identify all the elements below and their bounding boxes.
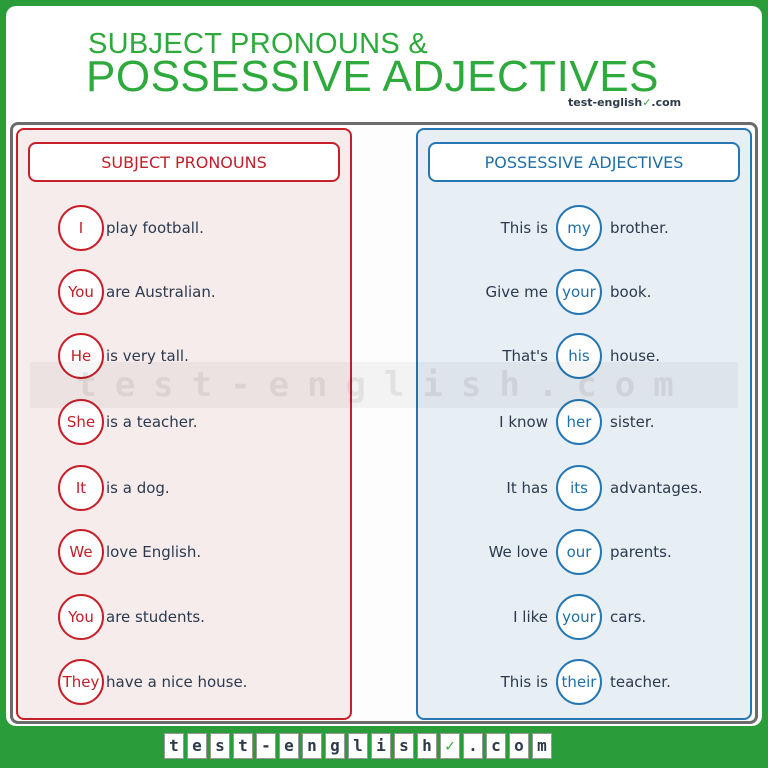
subject-pronoun-row: You are students. — [58, 594, 205, 640]
footer-letter-tile: m — [532, 733, 552, 759]
sentence-rest: are students. — [106, 608, 205, 626]
sentence-after: brother. — [610, 219, 669, 237]
sentence-after: teacher. — [610, 673, 671, 691]
sentence-before: This is — [500, 219, 548, 237]
footer-letter-tile: l — [348, 733, 368, 759]
sentence-before: It has — [506, 479, 548, 497]
possessive-adjective-row: This is my brother. — [424, 205, 669, 251]
brand-small-text: test-english — [568, 96, 643, 109]
footer-brand: t e s t - e n g l i s h ✓. c o m — [164, 733, 552, 759]
pronoun-circle: It — [58, 465, 104, 511]
possessive-adjective-row: This is their teacher. — [424, 659, 671, 705]
sentence-after: house. — [610, 347, 661, 365]
possessive-adjective-row: Give me your book. — [424, 269, 652, 315]
footer-letter-tile: o — [509, 733, 529, 759]
pronoun-circle: She — [58, 399, 104, 445]
title-line-1: SUBJECT PRONOUNS & — [88, 28, 429, 60]
footer-letter-tile: s — [394, 733, 414, 759]
footer-letter-tile: e — [187, 733, 207, 759]
pronoun-circle: We — [58, 529, 104, 575]
possessive-circle: our — [556, 529, 602, 575]
footer-letter-tile: i — [371, 733, 391, 759]
possessive-circle: my — [556, 205, 602, 251]
subject-pronoun-row: They have a nice house. — [58, 659, 248, 705]
sentence-after: cars. — [610, 608, 647, 626]
footer-letter-tile: . — [463, 733, 483, 759]
watermark: test-english.com — [30, 362, 738, 408]
footer-letter-tile: h — [417, 733, 437, 759]
sentence-rest: is a dog. — [106, 479, 170, 497]
sentence-before: I like — [513, 608, 548, 626]
sentence-after: sister. — [610, 413, 655, 431]
sentence-after: book. — [610, 283, 652, 301]
sentence-after: advantages. — [610, 479, 703, 497]
sentence-rest: love English. — [106, 543, 202, 561]
brand-small-suffix: .com — [651, 96, 682, 109]
pronoun-circle: I — [58, 205, 104, 251]
footer-letter-tile: t — [164, 733, 184, 759]
sentence-rest: have a nice house. — [106, 673, 248, 691]
possessive-adjective-row: That's his house. — [424, 333, 661, 379]
footer-letter-tile: t — [233, 733, 253, 759]
possessive-circle: her — [556, 399, 602, 445]
title-line-2: POSSESSIVE ADJECTIVES — [86, 52, 659, 101]
subject-pronoun-row: We love English. — [58, 529, 202, 575]
footer-letter-tile: n — [302, 733, 322, 759]
footer-letter-tile: g — [325, 733, 345, 759]
pronoun-circle: You — [58, 269, 104, 315]
sentence-before: That's — [502, 347, 548, 365]
pronoun-circle: You — [58, 594, 104, 640]
sentence-before: Give me — [485, 283, 548, 301]
possessive-circle: your — [556, 594, 602, 640]
possessive-adjective-row: It has its advantages. — [424, 465, 703, 511]
possessive-circle: their — [556, 659, 602, 705]
possessive-circle: your — [556, 269, 602, 315]
sentence-rest: play football. — [106, 219, 204, 237]
subject-pronoun-row: You are Australian. — [58, 269, 216, 315]
possessive-circle: his — [556, 333, 602, 379]
possessive-adjective-row: I like your cars. — [424, 594, 647, 640]
footer-letter-tile: s — [210, 733, 230, 759]
subject-pronouns-heading: SUBJECT PRONOUNS — [28, 142, 340, 182]
subject-pronoun-row: She is a teacher. — [58, 399, 198, 445]
possessive-adjective-row: We love our parents. — [424, 529, 672, 575]
brand-logo-small: test-english✓.com — [568, 96, 681, 109]
footer-letter-tile: e — [279, 733, 299, 759]
possessive-adjectives-panel: POSSESSIVE ADJECTIVES This is my brother. G… — [416, 128, 752, 720]
footer-letter-tile: c — [486, 733, 506, 759]
possessive-adjectives-heading: POSSESSIVE ADJECTIVES — [428, 142, 740, 182]
possessive-circle: its — [556, 465, 602, 511]
sentence-before: I know — [499, 413, 548, 431]
possessive-adjective-row: I know her sister. — [424, 399, 655, 445]
check-icon: ✓ — [440, 733, 460, 759]
footer-letter-tile: - — [256, 733, 276, 759]
sentence-rest: is very tall. — [106, 347, 189, 365]
sentence-rest: is a teacher. — [106, 413, 198, 431]
sentence-before: We love — [488, 543, 548, 561]
check-icon: ✓ — [642, 96, 652, 109]
sentence-rest: are Australian. — [106, 283, 216, 301]
subject-pronoun-row: He is very tall. — [58, 333, 189, 379]
subject-pronoun-row: It is a dog. — [58, 465, 170, 511]
sentence-before: This is — [500, 673, 548, 691]
pronoun-circle: They — [58, 659, 104, 705]
pronoun-circle: He — [58, 333, 104, 379]
sentence-after: parents. — [610, 543, 672, 561]
